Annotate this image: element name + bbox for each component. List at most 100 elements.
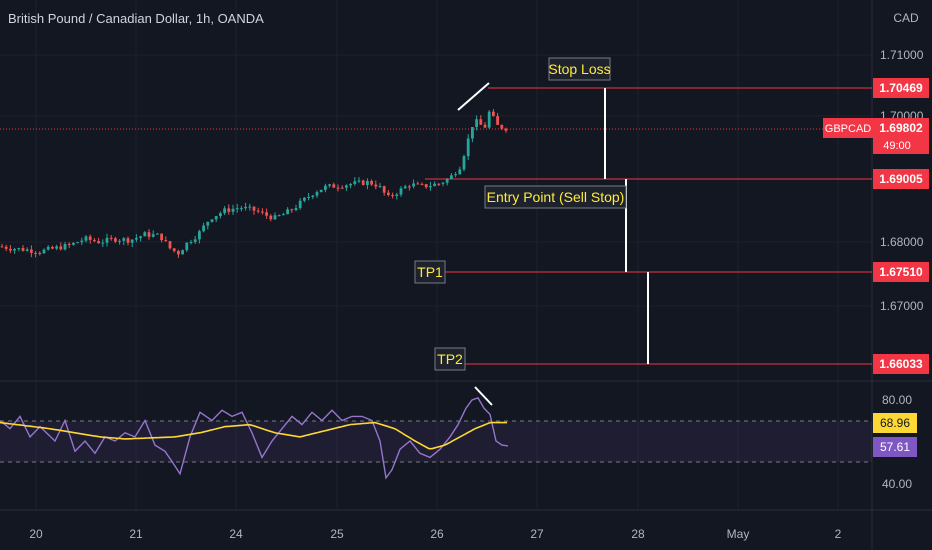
candle-bear[interactable]: [38, 253, 42, 255]
divergence-line-price[interactable]: [457, 82, 490, 111]
candle-bull[interactable]: [311, 195, 315, 197]
candle-bull[interactable]: [294, 208, 298, 210]
candle-bear[interactable]: [97, 241, 100, 244]
candle-bull[interactable]: [130, 239, 134, 243]
candle-bear[interactable]: [160, 233, 163, 241]
candle-bear[interactable]: [370, 180, 373, 185]
candle-bear[interactable]: [227, 208, 231, 212]
candle-bull[interactable]: [248, 206, 252, 208]
candle-bear[interactable]: [172, 248, 176, 252]
candle-bull[interactable]: [353, 181, 357, 185]
candle-bear[interactable]: [424, 184, 428, 188]
candle-bull[interactable]: [445, 178, 449, 183]
candle-bull[interactable]: [219, 213, 222, 217]
candle-bear[interactable]: [361, 180, 365, 185]
candle-bear[interactable]: [0, 246, 4, 248]
candle-bear[interactable]: [147, 232, 151, 237]
candle-bear[interactable]: [265, 212, 268, 216]
candle-bull[interactable]: [286, 209, 289, 215]
candle-bear[interactable]: [30, 249, 33, 253]
candle-bull[interactable]: [151, 234, 155, 237]
stop-loss-box[interactable]: [548, 57, 611, 81]
candle-bull[interactable]: [378, 186, 382, 188]
candle-bull[interactable]: [412, 183, 415, 187]
candle-bear[interactable]: [269, 215, 273, 220]
candle-bull[interactable]: [72, 242, 75, 245]
candle-bull[interactable]: [487, 111, 491, 128]
divergence-line-rsi[interactable]: [474, 386, 493, 406]
time-axis[interactable]: 20 21 24 25 26 27 28 May 2: [29, 527, 841, 541]
annotation-entry[interactable]: Entry Point (Sell Stop): [484, 185, 627, 209]
candle-bear[interactable]: [483, 124, 487, 128]
candle-bear[interactable]: [340, 187, 344, 189]
candle-bull[interactable]: [345, 185, 348, 188]
candle-bull[interactable]: [143, 232, 147, 237]
candle-bull[interactable]: [139, 236, 142, 238]
candle-bull[interactable]: [277, 215, 281, 217]
candle-bear[interactable]: [109, 237, 113, 239]
candle-bull[interactable]: [17, 248, 21, 250]
tp2-box[interactable]: [434, 347, 466, 371]
candle-bull[interactable]: [235, 208, 239, 210]
candle-bull[interactable]: [471, 127, 474, 139]
candle-bull[interactable]: [80, 240, 84, 243]
candle-bear[interactable]: [34, 252, 37, 254]
candle-bear[interactable]: [332, 184, 336, 188]
candle-bull[interactable]: [202, 225, 205, 232]
candle-bull[interactable]: [193, 239, 197, 242]
candle-bear[interactable]: [67, 244, 71, 246]
candle-bull[interactable]: [223, 208, 226, 214]
candle-bear[interactable]: [21, 248, 25, 251]
candle-bear[interactable]: [168, 241, 172, 249]
candle-bull[interactable]: [210, 219, 214, 222]
candle-bull[interactable]: [181, 250, 184, 255]
candle-bear[interactable]: [391, 195, 394, 197]
candle-bear[interactable]: [114, 238, 117, 242]
candle-bull[interactable]: [105, 237, 109, 243]
candle-bear[interactable]: [290, 209, 294, 211]
candle-bull[interactable]: [231, 208, 235, 212]
candle-bull[interactable]: [328, 184, 331, 186]
candle-bull[interactable]: [185, 242, 189, 251]
candle-bull[interactable]: [240, 208, 243, 210]
candle-bull[interactable]: [450, 175, 453, 179]
candle-bull[interactable]: [84, 236, 88, 241]
candle-bull[interactable]: [282, 214, 285, 216]
candle-bull[interactable]: [441, 182, 445, 184]
candle-bull[interactable]: [462, 156, 466, 170]
candle-bull[interactable]: [298, 200, 302, 209]
candle-bull[interactable]: [244, 206, 247, 209]
candle-bull[interactable]: [46, 246, 50, 250]
candle-bear[interactable]: [437, 183, 441, 185]
candle-bear[interactable]: [177, 251, 180, 255]
candle-bear[interactable]: [382, 186, 386, 193]
candle-bull[interactable]: [25, 249, 29, 251]
candle-bull[interactable]: [42, 249, 46, 254]
candle-bull[interactable]: [189, 241, 193, 243]
candle-bear[interactable]: [88, 236, 92, 240]
candle-bear[interactable]: [261, 211, 264, 213]
tp1-box[interactable]: [414, 260, 446, 284]
candle-bull[interactable]: [366, 180, 369, 185]
candle-bull[interactable]: [324, 185, 327, 190]
candle-bull[interactable]: [315, 192, 319, 196]
candle-bear[interactable]: [496, 116, 499, 125]
candle-bull[interactable]: [76, 242, 79, 244]
candle-bear[interactable]: [59, 246, 63, 250]
candle-bear[interactable]: [336, 187, 340, 189]
candle-bear[interactable]: [420, 183, 424, 185]
candle-bear[interactable]: [9, 248, 12, 251]
annotation-tp2[interactable]: TP2: [434, 347, 466, 371]
candle-bear[interactable]: [408, 186, 411, 188]
candle-bear[interactable]: [374, 184, 378, 187]
candle-bear[interactable]: [416, 183, 420, 185]
candle-bull[interactable]: [458, 169, 462, 175]
candle-bull[interactable]: [403, 186, 407, 189]
candle-bull[interactable]: [357, 180, 361, 182]
rsi-axis[interactable]: 80.00 40.00 68.96 57.61: [873, 393, 917, 491]
candle-bull[interactable]: [156, 233, 159, 235]
candle-bear[interactable]: [492, 111, 495, 117]
candle-bull[interactable]: [433, 183, 436, 187]
candle-bull[interactable]: [303, 197, 306, 201]
